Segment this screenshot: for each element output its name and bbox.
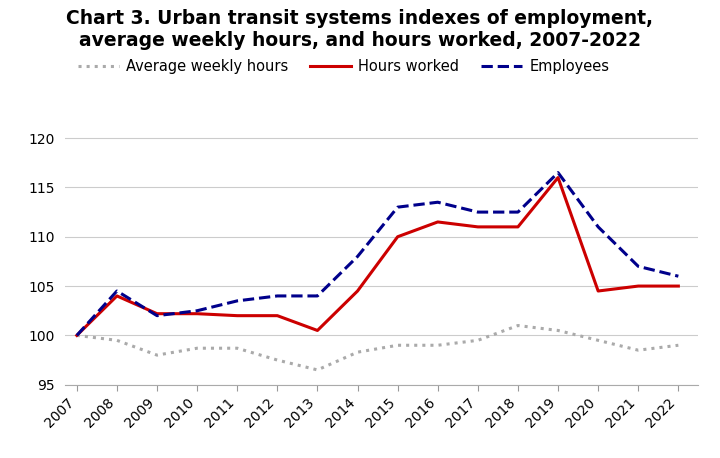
- Employees: [354, 254, 362, 259]
- Employees: [474, 209, 482, 215]
- Hours worked: [73, 333, 81, 338]
- Hours worked: [354, 288, 362, 294]
- Text: Chart 3. Urban transit systems indexes of employment,
average weekly hours, and : Chart 3. Urban transit systems indexes o…: [66, 9, 654, 50]
- Hours worked: [634, 284, 642, 289]
- Average weekly hours: [674, 343, 683, 348]
- Average weekly hours: [474, 338, 482, 343]
- Hours worked: [554, 175, 562, 180]
- Average weekly hours: [594, 338, 603, 343]
- Employees: [554, 170, 562, 175]
- Average weekly hours: [153, 352, 161, 358]
- Average weekly hours: [112, 338, 121, 343]
- Employees: [73, 333, 81, 338]
- Employees: [193, 308, 202, 313]
- Average weekly hours: [313, 367, 322, 373]
- Employees: [393, 204, 402, 210]
- Employees: [634, 264, 642, 269]
- Hours worked: [153, 311, 161, 316]
- Hours worked: [273, 313, 282, 318]
- Average weekly hours: [273, 357, 282, 363]
- Line: Employees: Employees: [77, 173, 678, 335]
- Hours worked: [393, 234, 402, 240]
- Average weekly hours: [73, 333, 81, 338]
- Hours worked: [674, 284, 683, 289]
- Average weekly hours: [554, 328, 562, 333]
- Employees: [674, 273, 683, 279]
- Employees: [313, 293, 322, 299]
- Hours worked: [474, 224, 482, 229]
- Average weekly hours: [634, 348, 642, 353]
- Line: Average weekly hours: Average weekly hours: [77, 326, 678, 370]
- Hours worked: [433, 219, 442, 225]
- Hours worked: [233, 313, 241, 318]
- Hours worked: [313, 328, 322, 333]
- Hours worked: [112, 293, 121, 299]
- Employees: [153, 313, 161, 318]
- Average weekly hours: [354, 349, 362, 355]
- Hours worked: [594, 288, 603, 294]
- Legend: Average weekly hours, Hours worked, Employees: Average weekly hours, Hours worked, Empl…: [72, 54, 615, 80]
- Line: Hours worked: Hours worked: [77, 178, 678, 335]
- Average weekly hours: [393, 343, 402, 348]
- Employees: [233, 298, 241, 304]
- Employees: [513, 209, 522, 215]
- Average weekly hours: [433, 343, 442, 348]
- Employees: [433, 200, 442, 205]
- Average weekly hours: [193, 345, 202, 351]
- Hours worked: [193, 311, 202, 316]
- Hours worked: [513, 224, 522, 229]
- Employees: [112, 288, 121, 294]
- Average weekly hours: [513, 323, 522, 328]
- Average weekly hours: [233, 345, 241, 351]
- Employees: [273, 293, 282, 299]
- Employees: [594, 224, 603, 229]
